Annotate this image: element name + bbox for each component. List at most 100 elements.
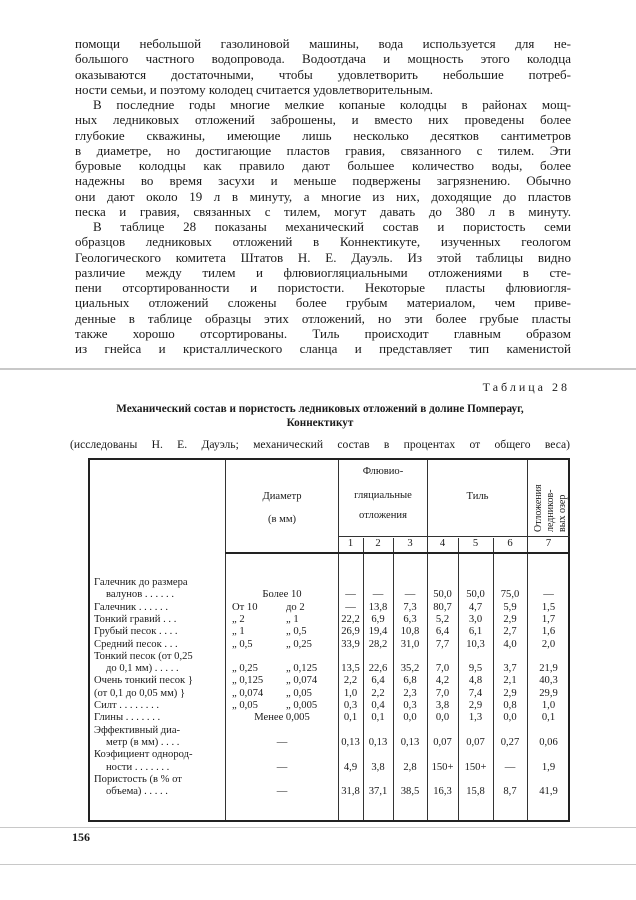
- body-text: помощи небольшой газолиновой машины, вод…: [75, 36, 571, 356]
- row-label: до 0,1 мм) . . . . .: [106, 663, 179, 675]
- text-line: Геологического комитета Штатов Н. Е. Дау…: [75, 249, 571, 265]
- text-line: также хорошо отсортированы. Тиль происхо…: [75, 325, 571, 341]
- row-value-col-2: 19,4: [368, 626, 388, 638]
- row-value-col-3: 10,8: [400, 626, 420, 638]
- row-diameter-from: „ 0,5: [232, 638, 253, 650]
- text-line: оказываются достаточными, чтобы удовлетв…: [75, 66, 571, 82]
- text-line: из гнейса и кристаллического сланца и пр…: [75, 341, 571, 356]
- row-value-col-5: 15,8: [466, 786, 485, 798]
- row-value-col-7: 0,1: [541, 712, 556, 724]
- text-line: надежны во время засухи и меньше подверж…: [75, 173, 571, 189]
- row-value-col-2: 0,4: [371, 700, 385, 711]
- row-value-col-2: 22,6: [368, 663, 388, 675]
- row-diameter: Менее 0,005: [254, 712, 310, 724]
- row-value-col-6: 0,8: [503, 700, 517, 711]
- row-value-col-4: 50,0: [433, 589, 452, 601]
- row-label: Галечник до размера: [94, 577, 188, 588]
- row-diameter-to: до 2: [286, 601, 305, 613]
- row-value-col-7: 21,9: [539, 663, 558, 675]
- row-value-col-3: 0,0: [403, 712, 417, 724]
- row-value-col-6: 0,27: [500, 736, 520, 748]
- row-value-col-1: 31,8: [341, 786, 360, 798]
- row-value-col-6: 8,7: [503, 786, 517, 798]
- header-diameter-unit: (в мм): [267, 514, 297, 525]
- row-label: Силт . . . . . . . .: [94, 700, 160, 711]
- row-value-col-7: —: [543, 589, 554, 601]
- table-title-line: Коннектикут: [286, 417, 354, 429]
- row-label: Средний песок . . .: [94, 638, 178, 650]
- header-diameter: Диаметр: [262, 491, 302, 502]
- row-value-col-7: 2,0: [541, 638, 556, 650]
- row-value-col-3: 2,3: [403, 687, 417, 699]
- column-number: 4: [439, 538, 446, 549]
- row-value-col-6: 2,1: [503, 675, 517, 687]
- row-value-col-3: 6,8: [403, 675, 417, 687]
- row-value-col-7: 41,9: [539, 786, 558, 798]
- header-fluvioglacial: отложения: [359, 510, 407, 521]
- row-value-col-7: 0,06: [539, 736, 558, 748]
- row-diameter-to: „ 0,125: [286, 663, 318, 675]
- column-rule: [458, 538, 459, 820]
- row-diameter-from: „ 1: [232, 626, 245, 638]
- row-label: Грубый песок . . . .: [94, 626, 178, 638]
- row-label: Очень тонкий песок }: [94, 675, 193, 687]
- row-value-col-2: 6,4: [371, 675, 385, 687]
- row-value-col-1: —: [345, 589, 356, 601]
- column-rule: [225, 460, 226, 820]
- row-value-col-3: 0,3: [403, 700, 417, 711]
- text-line: денные в таблице образцы этих отложений,…: [75, 310, 571, 326]
- row-diameter-from: От 10: [232, 601, 258, 613]
- row-value-col-7: 40,3: [539, 675, 558, 687]
- row-value-col-5: 4,8: [468, 675, 483, 687]
- row-value-col-6: —: [504, 761, 516, 773]
- row-value-col-4: 7,0: [435, 687, 450, 699]
- row-label: объема) . . . . .: [106, 786, 168, 798]
- row-value-col-3: 38,5: [400, 786, 420, 798]
- header-rule: [338, 536, 570, 537]
- column-number: 2: [375, 538, 381, 549]
- row-diameter-from: „ 0,25: [232, 663, 258, 675]
- scan-divider: [0, 864, 636, 865]
- column-rule: [427, 460, 428, 820]
- header-lake-deposits: Отложения ледников- вых озер: [529, 460, 570, 535]
- header-lake-line: Отложения: [533, 484, 544, 532]
- row-value-col-7: 29,9: [539, 687, 558, 699]
- row-value-col-3: 2,8: [403, 761, 417, 773]
- text-line: ности семьи, и поэтому колодец считается…: [75, 81, 434, 97]
- row-value-col-3: 6,3: [403, 613, 417, 625]
- row-value-col-2: 28,2: [368, 638, 388, 650]
- column-rule: [363, 538, 364, 820]
- row-diameter-from: „ 0,05: [232, 700, 258, 711]
- row-value-col-1: 33,9: [341, 638, 360, 650]
- row-value-col-4: 150+: [431, 761, 454, 773]
- row-value-col-4: 80,7: [433, 601, 452, 613]
- row-value-col-1: 0,13: [341, 736, 360, 748]
- text-line: В последние годы многие мелкие копаные к…: [93, 97, 571, 112]
- row-label: ности . . . . . . .: [106, 761, 170, 773]
- row-value-col-4: 6,4: [435, 626, 450, 638]
- row-diameter-to: „ 1: [286, 613, 299, 625]
- row-diameter-to: „ 0,05: [286, 687, 312, 699]
- row-diameter-from: „ 0,074: [232, 687, 264, 699]
- text-line: помощи небольшой газолиновой машины, вод…: [75, 36, 571, 51]
- text-line: в диаметре, но достигающие пластов грави…: [75, 142, 571, 158]
- row-diameter-to: „ 0,5: [286, 626, 307, 638]
- text-line: большого частного водопровода. Водоотдач…: [75, 51, 571, 67]
- row-label: (от 0,1 до 0,05 мм) }: [94, 687, 186, 699]
- row-value-col-6: 2,9: [503, 687, 517, 699]
- row-value-col-4: 0,0: [435, 712, 450, 724]
- header-till: Тиль: [466, 491, 489, 502]
- header-lake-line: вых озер: [557, 494, 568, 532]
- row-value-col-6: 2,9: [503, 613, 517, 625]
- row-diameter-to: „ 0,25: [286, 638, 312, 650]
- column-number: 7: [545, 538, 552, 549]
- scan-divider: [0, 827, 636, 828]
- row-value-col-2: 2,2: [371, 687, 385, 699]
- row-label: метр (в мм) . . . .: [106, 736, 180, 748]
- column-number: 3: [407, 538, 413, 549]
- row-value-col-1: 2,2: [343, 675, 358, 687]
- row-value-col-5: 9,5: [468, 663, 483, 675]
- row-value-col-7: 1,5: [541, 601, 556, 613]
- text-line: глубокие скважины, имеющие лишь нескольк…: [75, 127, 571, 143]
- row-value-col-3: —: [404, 589, 416, 601]
